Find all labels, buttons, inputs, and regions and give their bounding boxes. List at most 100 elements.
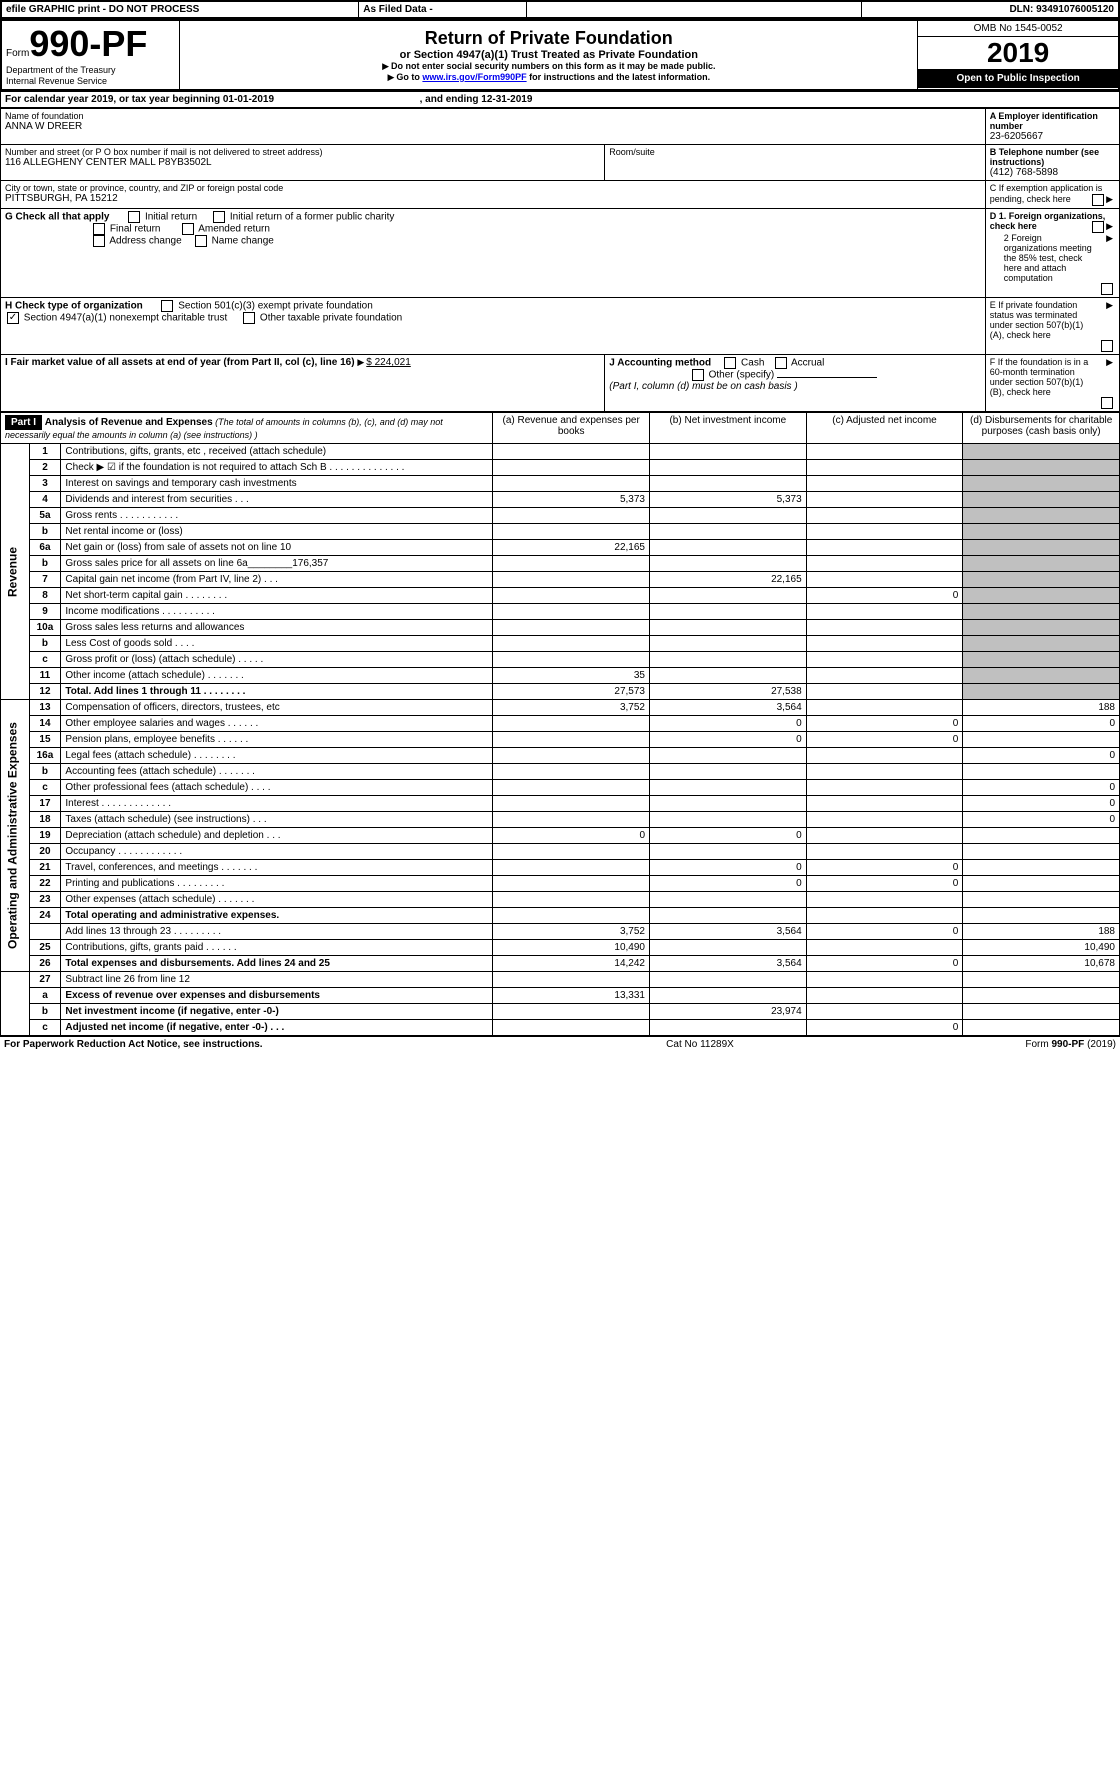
- amount-cell: [806, 844, 963, 860]
- amount-cell: [806, 636, 963, 652]
- amount-cell: 0: [650, 716, 807, 732]
- amount-cell: [806, 476, 963, 492]
- amount-cell: [806, 892, 963, 908]
- h-other-tax[interactable]: [243, 312, 255, 324]
- amount-cell: 188: [963, 700, 1120, 716]
- amount-cell: [806, 540, 963, 556]
- amount-cell: [493, 652, 650, 668]
- part1-table: Part I Analysis of Revenue and Expenses …: [0, 412, 1120, 1036]
- j-cash[interactable]: [724, 357, 736, 369]
- name-label: Name of foundation: [5, 111, 981, 121]
- amount-cell: [493, 748, 650, 764]
- amount-cell: 22,165: [493, 540, 650, 556]
- line-description: Capital gain net income (from Part IV, l…: [61, 572, 493, 588]
- amount-cell: 0: [963, 716, 1120, 732]
- line-description: Total. Add lines 1 through 11 . . . . . …: [61, 684, 493, 700]
- amount-cell: 3,564: [650, 956, 807, 972]
- line-number: 14: [29, 716, 61, 732]
- f-checkbox[interactable]: [1101, 397, 1113, 409]
- amount-cell: [963, 572, 1120, 588]
- amount-cell: [963, 636, 1120, 652]
- irs-link[interactable]: www.irs.gov/Form990PF: [422, 72, 526, 82]
- g-amended[interactable]: [182, 223, 194, 235]
- line-number: 26: [29, 956, 61, 972]
- amount-cell: [493, 716, 650, 732]
- line-number: c: [29, 780, 61, 796]
- line-description: Gross sales less returns and allowances: [61, 620, 493, 636]
- address: 116 ALLEGHENY CENTER MALL P8YB3502L: [5, 157, 600, 168]
- h-501c3[interactable]: [161, 300, 173, 312]
- table-row: 19Depreciation (attach schedule) and dep…: [1, 828, 1120, 844]
- d1-checkbox[interactable]: [1092, 221, 1104, 233]
- amount-cell: [650, 780, 807, 796]
- amount-cell: [806, 604, 963, 620]
- line-description: Contributions, gifts, grants paid . . . …: [61, 940, 493, 956]
- amount-cell: [493, 508, 650, 524]
- g-final[interactable]: [93, 223, 105, 235]
- amount-cell: 10,490: [963, 940, 1120, 956]
- line-number: 2: [29, 460, 61, 476]
- line-number: c: [29, 1020, 61, 1036]
- city-state-zip: PITTSBURGH, PA 15212: [5, 193, 981, 204]
- amount-cell: [650, 1020, 807, 1036]
- amount-cell: [963, 540, 1120, 556]
- amount-cell: [650, 460, 807, 476]
- amount-cell: 35: [493, 668, 650, 684]
- amount-cell: [493, 476, 650, 492]
- efile-notice: efile GRAPHIC print - DO NOT PROCESS: [1, 1, 359, 18]
- amount-cell: 3,752: [493, 924, 650, 940]
- g-address[interactable]: [93, 235, 105, 247]
- amount-cell: [806, 748, 963, 764]
- table-row: 7Capital gain net income (from Part IV, …: [1, 572, 1120, 588]
- line-description: Add lines 13 through 23 . . . . . . . . …: [61, 924, 493, 940]
- line-number: 1: [29, 444, 61, 460]
- amount-cell: [650, 748, 807, 764]
- amount-cell: 0: [806, 716, 963, 732]
- line-description: Income modifications . . . . . . . . . .: [61, 604, 493, 620]
- j-accrual[interactable]: [775, 357, 787, 369]
- footer-left: For Paperwork Reduction Act Notice, see …: [0, 1037, 560, 1053]
- line-number: 16a: [29, 748, 61, 764]
- g-initial-former[interactable]: [213, 211, 225, 223]
- amount-cell: [806, 988, 963, 1004]
- amount-cell: 22,165: [650, 572, 807, 588]
- amount-cell: [650, 668, 807, 684]
- g-initial[interactable]: [128, 211, 140, 223]
- amount-cell: 5,373: [650, 492, 807, 508]
- j-other[interactable]: [692, 369, 704, 381]
- omb: OMB No 1545-0052: [918, 21, 1118, 37]
- amount-cell: [650, 940, 807, 956]
- line-number: 18: [29, 812, 61, 828]
- line-description: Dividends and interest from securities .…: [61, 492, 493, 508]
- amount-cell: [806, 796, 963, 812]
- g-name[interactable]: [195, 235, 207, 247]
- line-description: Contributions, gifts, grants, etc , rece…: [61, 444, 493, 460]
- table-row: 21Travel, conferences, and meetings . . …: [1, 860, 1120, 876]
- table-row: bGross sales price for all assets on lin…: [1, 556, 1120, 572]
- amount-cell: [963, 860, 1120, 876]
- line-number: a: [29, 988, 61, 1004]
- amount-cell: [650, 812, 807, 828]
- amount-cell: [493, 1004, 650, 1020]
- h-4947[interactable]: [7, 312, 19, 324]
- asfiled: As Filed Data -: [359, 1, 527, 18]
- amount-cell: [650, 604, 807, 620]
- c-checkbox[interactable]: [1092, 194, 1104, 206]
- amount-cell: [650, 444, 807, 460]
- amount-cell: [650, 972, 807, 988]
- city-label: City or town, state or province, country…: [5, 183, 981, 193]
- table-row: 10aGross sales less returns and allowanc…: [1, 620, 1120, 636]
- amount-cell: [963, 1020, 1120, 1036]
- amount-cell: [963, 764, 1120, 780]
- phone: (412) 768-5898: [990, 167, 1115, 178]
- line-number: 4: [29, 492, 61, 508]
- d1-label: D 1. Foreign organizations, check here: [990, 211, 1106, 231]
- amount-cell: [806, 652, 963, 668]
- amount-cell: [650, 476, 807, 492]
- amount-cell: 3,564: [650, 924, 807, 940]
- line-number: 7: [29, 572, 61, 588]
- line-number: 3: [29, 476, 61, 492]
- line-description: Accounting fees (attach schedule) . . . …: [61, 764, 493, 780]
- d2-checkbox[interactable]: [1101, 283, 1113, 295]
- e-checkbox[interactable]: [1101, 340, 1113, 352]
